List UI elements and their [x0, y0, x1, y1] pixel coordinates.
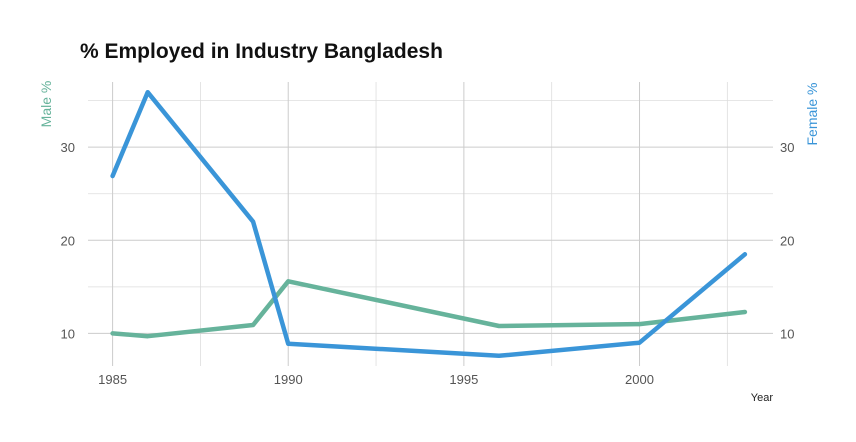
series-line-female: [110, 89, 748, 359]
series-layer: [110, 89, 748, 359]
y-tick-label-right: 30: [780, 140, 794, 155]
y-tick-label-left: 30: [61, 140, 75, 155]
x-tick-label: 1990: [274, 372, 303, 387]
y-tick-label-right: 10: [780, 326, 794, 341]
y-axis-label-left: Male %: [38, 81, 54, 128]
chart-title: % Employed in Industry Bangladesh: [80, 40, 443, 63]
x-tick-label: 1985: [98, 372, 127, 387]
y-axis-label-right: Female %: [804, 82, 820, 145]
y-tick-label-right: 20: [780, 233, 794, 248]
grid: [88, 82, 773, 366]
y-tick-label-left: 20: [61, 233, 75, 248]
x-axis-label: Year: [751, 392, 774, 404]
x-tick-label: 1995: [449, 372, 478, 387]
series-line-male: [110, 279, 748, 339]
y-tick-label-left: 10: [61, 326, 75, 341]
x-tick-label: 2000: [625, 372, 654, 387]
